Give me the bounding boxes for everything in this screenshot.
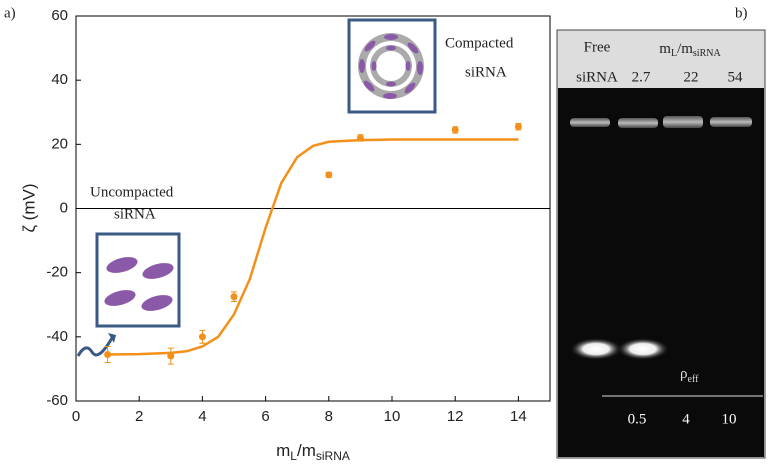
annotation: siRNA [114, 206, 156, 222]
gel-panel [556, 29, 766, 459]
point [451, 126, 459, 134]
inset-compacted [347, 18, 437, 114]
point [514, 123, 522, 131]
gel-label: 0.5 [628, 411, 647, 427]
label-part: L [290, 449, 297, 463]
y-tick-label: -60 [46, 392, 68, 409]
point [104, 350, 112, 358]
point [325, 171, 333, 179]
annotation: siRNA [465, 64, 507, 80]
label-part: eff [688, 374, 700, 385]
gel-label: 22 [684, 69, 699, 85]
point [356, 134, 364, 142]
gel-label: ρeff [680, 366, 699, 385]
y-tick-label: -20 [46, 264, 68, 281]
label-part: siRNA [693, 48, 722, 59]
y-tick-label: 40 [51, 71, 68, 88]
gel-label: 54 [728, 69, 744, 85]
gel-label: Free [584, 39, 611, 55]
y-tick-label: 0 [60, 199, 68, 216]
x-tick-label: 0 [72, 408, 80, 425]
y-tick-label: 60 [51, 7, 68, 24]
y-axis-label: ζ (mV) [19, 183, 38, 232]
x-tick-label: 12 [447, 408, 464, 425]
panel-label: a) [4, 5, 16, 21]
gel-label: siRNA [576, 69, 618, 85]
gel-label: 10 [722, 411, 737, 427]
x-tick-label: 4 [198, 408, 206, 425]
y-tick-label: -40 [46, 328, 68, 345]
inset-uncompacted [76, 232, 181, 357]
label-part: siRNA [316, 449, 350, 463]
x-axis-label: mL/msiRNA [276, 441, 350, 463]
label-part: m [659, 41, 671, 57]
annotation: Compacted [445, 35, 514, 51]
point [230, 293, 238, 301]
gel-label: 4 [682, 411, 690, 427]
label-part: ρ [680, 366, 688, 382]
label-part: /m [677, 41, 693, 57]
x-tick-label: 2 [135, 408, 143, 425]
point [198, 333, 206, 341]
gel-label: mL/msiRNA [659, 41, 721, 59]
x-tick-label: 6 [261, 408, 269, 425]
fit-line [107, 138, 519, 356]
x-tick-label: 14 [510, 408, 527, 425]
y-tick-label: 20 [51, 135, 68, 152]
x-tick-label: 8 [325, 408, 333, 425]
label-part: /m [297, 441, 316, 460]
panel-label: b) [735, 5, 748, 21]
label-part: m [276, 441, 290, 460]
label-part: L [671, 48, 677, 59]
gel-label: 2.7 [632, 69, 651, 85]
point [167, 352, 175, 360]
x-tick-label: 10 [384, 408, 401, 425]
annotation: Uncompacted [90, 184, 174, 200]
